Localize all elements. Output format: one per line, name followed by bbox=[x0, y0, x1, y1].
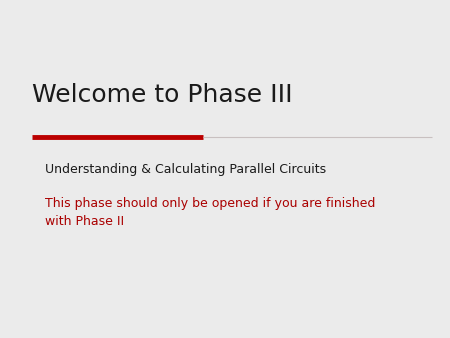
Text: This phase should only be opened if you are finished
with Phase II: This phase should only be opened if you … bbox=[45, 197, 375, 228]
Text: Understanding & Calculating Parallel Circuits: Understanding & Calculating Parallel Cir… bbox=[45, 163, 326, 175]
Text: Welcome to Phase III: Welcome to Phase III bbox=[32, 82, 292, 107]
